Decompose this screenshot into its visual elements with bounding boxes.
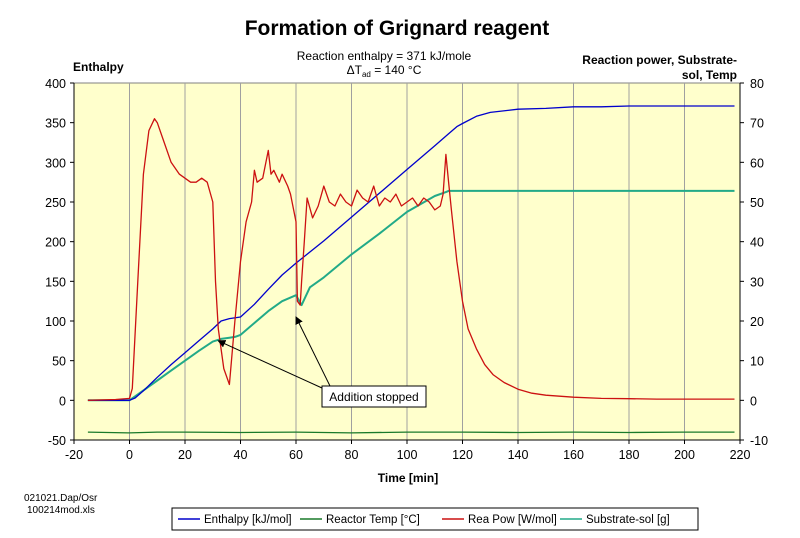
series-line-2: [87, 118, 735, 401]
legend: Enthalpy [kJ/mol] Reactor Temp [°C] Rea Po…: [171, 507, 699, 531]
y-left-tick-label: 300: [45, 156, 66, 170]
axis-ticks: -20 0 20 40 60 80 100 120 140 160 180 200 2204003503…: [45, 77, 768, 462]
chart-subtitle-line2: ΔTad = 140 °C: [347, 63, 422, 79]
y-axis-right-title-line1: Reaction power, Substrate-: [582, 53, 737, 67]
x-tick-label: 160: [563, 448, 584, 462]
chart-subtitle-line1: Reaction enthalpy = 371 kJ/mole: [297, 49, 472, 63]
y-left-tick-label: 200: [45, 236, 66, 250]
annotation-arrow: [217, 340, 323, 389]
subtitle-value: = 140 °C: [371, 63, 422, 77]
annotation-group: Addition stopped: [217, 316, 427, 408]
y-left-tick-label: 100: [45, 315, 66, 329]
y-right-tick-label: 40: [750, 236, 764, 250]
y-left-tick-label: 150: [45, 275, 66, 289]
x-tick-label: 20: [178, 448, 192, 462]
y-right-tick-label: -10: [750, 434, 768, 448]
x-tick-label: 180: [619, 448, 640, 462]
y-left-tick-label: 250: [45, 196, 66, 210]
annotation-box: [321, 385, 427, 408]
annotation-arrow: [295, 316, 331, 387]
legend-label: Reactor Temp [°C]: [326, 514, 420, 526]
x-tick-label: 60: [289, 448, 303, 462]
gridlines: [129, 83, 685, 440]
y-left-tick-label: 0: [59, 394, 66, 408]
y-right-tick-label: 20: [750, 315, 764, 329]
y-left-tick-label: 50: [52, 355, 66, 369]
series-line-3: [87, 189, 735, 402]
x-tick-label: 140: [508, 448, 529, 462]
x-axis-title: Time [min]: [378, 471, 438, 485]
subtitle-subscript: ad: [362, 70, 371, 79]
series-layer: [87, 105, 735, 434]
y-left-tick-label: 350: [45, 117, 66, 131]
y-right-tick-label: 0: [750, 394, 757, 408]
footnote-line1: 021021.Dap/Osr: [24, 493, 98, 504]
subtitle-delta-t: ΔT: [347, 63, 363, 77]
x-tick-label: 200: [674, 448, 695, 462]
x-tick-label: 80: [345, 448, 359, 462]
y-right-tick-label: 10: [750, 355, 764, 369]
x-tick-label: 120: [452, 448, 473, 462]
x-tick-label: 0: [126, 448, 133, 462]
y-right-tick-label: 30: [750, 275, 764, 289]
x-tick-label: -20: [65, 448, 83, 462]
y-left-tick-label: 400: [45, 77, 66, 91]
y-right-tick-label: 50: [750, 196, 764, 210]
chart-title: Formation of Grignard reagent: [245, 17, 550, 40]
y-axis-left-title: Enthalpy: [73, 60, 124, 74]
legend-label: Rea Pow [W/mol]: [468, 514, 557, 526]
y-left-tick-label: -50: [48, 434, 66, 448]
series-line-1: [87, 431, 735, 434]
x-tick-label: 220: [730, 448, 751, 462]
annotation-label: Addition stopped: [329, 390, 418, 404]
x-tick-label: 100: [397, 448, 418, 462]
y-right-tick-label: 70: [750, 117, 764, 131]
legend-label: Enthalpy [kJ/mol]: [204, 514, 292, 526]
legend-label: Substrate-sol [g]: [586, 514, 670, 526]
series-line-0: [87, 105, 735, 401]
y-axis-right-title-line2: sol, Temp: [682, 68, 737, 82]
legend-box: [171, 507, 699, 531]
footnote-line2: 100214mod.xls: [27, 505, 95, 516]
y-right-tick-label: 80: [750, 77, 764, 91]
y-right-tick-label: 60: [750, 156, 764, 170]
x-tick-label: 40: [234, 448, 248, 462]
